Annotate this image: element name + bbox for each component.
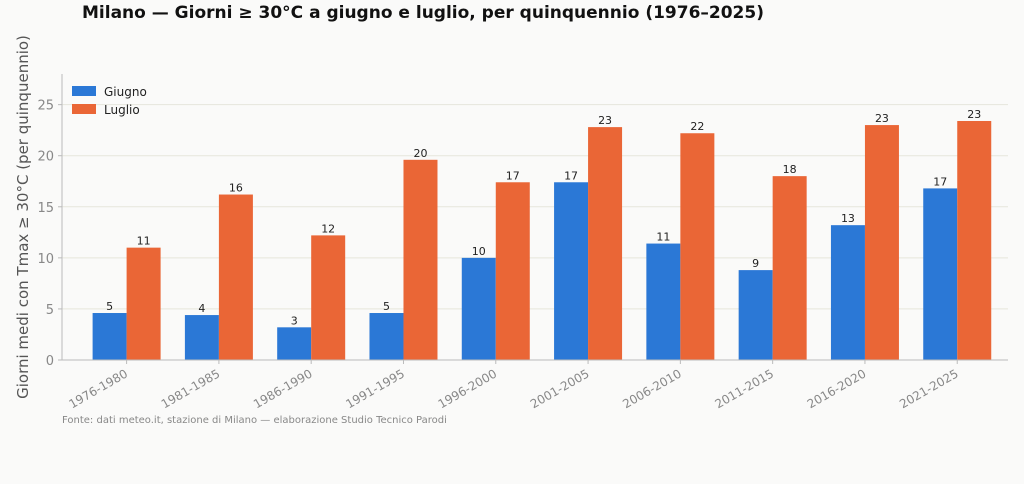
data-label: 23 <box>967 108 981 121</box>
x-tick-label: 2006-2010 <box>620 366 684 411</box>
data-label: 17 <box>506 169 520 182</box>
x-tick-label: 2021-2025 <box>897 366 961 411</box>
x-tick-label: 1991-1995 <box>343 366 407 411</box>
y-tick-label: 25 <box>37 99 54 114</box>
data-label: 11 <box>656 231 670 244</box>
data-label: 23 <box>598 114 612 127</box>
bar-luglio-2011-2015 <box>772 176 807 360</box>
data-label: 17 <box>564 169 578 182</box>
bar-giugno-2011-2015 <box>738 270 773 360</box>
y-tick-label: 20 <box>37 150 54 165</box>
x-tick-label: 1986-1990 <box>251 366 315 411</box>
x-tick-label: 2016-2020 <box>805 366 869 411</box>
data-label: 5 <box>383 300 390 313</box>
data-labels: 5 11 4 16 3 12 5 20 10 17 17 23 11 22 9 18 13 23 17 23 <box>106 108 981 327</box>
data-label: 3 <box>291 314 298 327</box>
x-tick-label: 2011-2015 <box>712 366 776 411</box>
data-label: 5 <box>106 300 113 313</box>
bar-luglio-2001-2005 <box>588 127 623 360</box>
legend-label-giugno: Giugno <box>104 85 147 99</box>
bar-luglio-1986-1990 <box>311 235 346 360</box>
bar-giugno-2006-2010 <box>646 243 681 360</box>
x-tick-label: 1996-2000 <box>436 366 500 411</box>
bar-giugno-1986-1990 <box>277 327 312 360</box>
x-tick-label: 1981-1985 <box>159 366 223 411</box>
x-tick-label: 2001-2005 <box>528 366 592 411</box>
data-label: 11 <box>137 235 151 248</box>
legend-label-luglio: Luglio <box>104 103 140 117</box>
y-tick-label: 5 <box>46 303 54 318</box>
bar-giugno-2016-2020 <box>830 225 865 360</box>
legend-swatch-luglio <box>72 104 96 114</box>
legend: Giugno Luglio <box>72 85 147 117</box>
x-tick-label: 1976-1980 <box>66 366 130 411</box>
source-note: Fonte: dati meteo.it, stazione di Milano… <box>62 415 447 426</box>
data-label: 18 <box>783 163 797 176</box>
x-axis-ticks: 1976-1980 1981-1985 1986-1990 1991-1995 1996… <box>66 360 961 411</box>
y-tick-label: 10 <box>37 252 54 267</box>
legend-swatch-giugno <box>72 86 96 96</box>
bar-luglio-1996-2000 <box>495 182 530 360</box>
y-tick-label: 0 <box>46 354 54 369</box>
data-label: 23 <box>875 112 889 125</box>
data-label: 16 <box>229 182 243 195</box>
bar-giugno-1976-1980 <box>92 313 127 360</box>
bar-luglio-2016-2020 <box>864 125 899 360</box>
bar-giugno-1981-1985 <box>184 315 219 360</box>
chart-title: Milano — Giorni ≥ 30°C a giugno e luglio… <box>82 3 764 23</box>
data-label: 20 <box>413 147 427 160</box>
data-label: 10 <box>472 245 486 258</box>
y-tick-label: 15 <box>37 201 54 216</box>
bar-luglio-2006-2010 <box>680 133 715 360</box>
bar-luglio-2021-2025 <box>957 120 992 360</box>
data-label: 22 <box>690 120 704 133</box>
bar-giugno-2021-2025 <box>923 188 958 360</box>
bar-luglio-1991-1995 <box>403 159 438 360</box>
bar-luglio-1976-1980 <box>126 247 161 360</box>
data-label: 13 <box>841 212 855 225</box>
bar-giugno-2001-2005 <box>554 182 589 360</box>
y-axis-ticks: 0 5 10 15 20 25 <box>37 99 62 369</box>
y-axis-label: Giorni medi con Tmax ≥ 30°C (per quinque… <box>14 35 32 399</box>
bar-giugno-1996-2000 <box>461 257 496 360</box>
data-label: 9 <box>752 257 759 270</box>
bars <box>92 120 992 360</box>
data-label: 12 <box>321 222 335 235</box>
data-label: 4 <box>198 302 205 315</box>
bar-luglio-1981-1985 <box>218 194 253 360</box>
bar-giugno-1991-1995 <box>369 313 404 360</box>
data-label: 17 <box>933 175 947 188</box>
